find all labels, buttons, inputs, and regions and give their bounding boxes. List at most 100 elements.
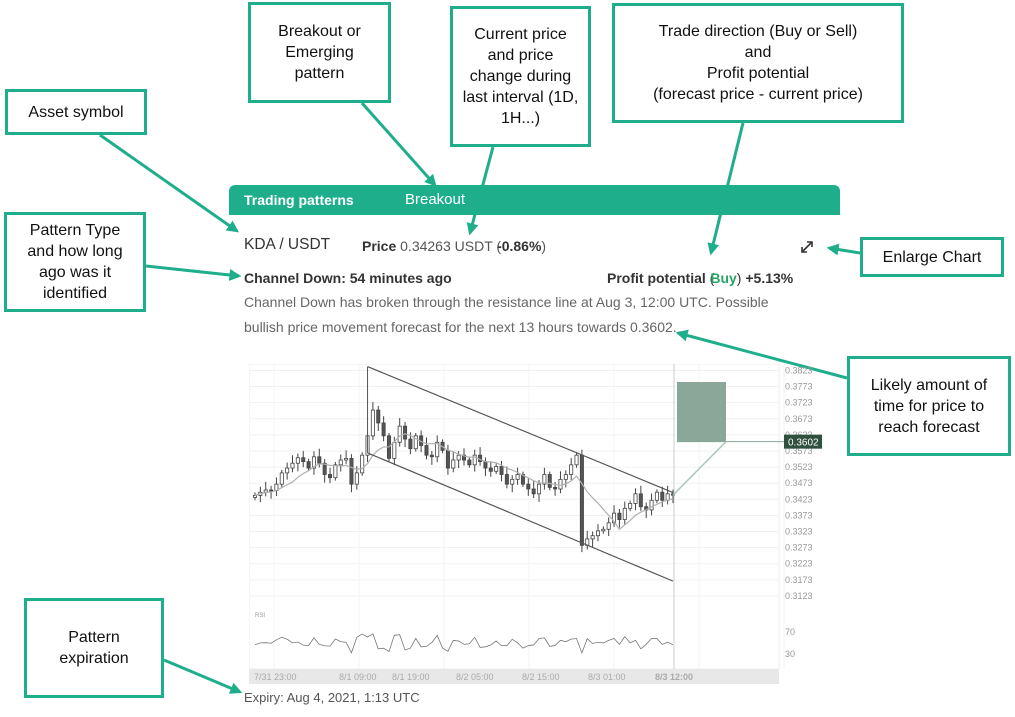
- candle: [333, 464, 338, 479]
- candle: [553, 486, 558, 490]
- candle: [504, 474, 509, 485]
- candle: [606, 522, 611, 530]
- candle: [649, 499, 654, 511]
- candle: [429, 454, 434, 458]
- candle: [370, 409, 375, 437]
- price-change: -0.86%: [497, 238, 542, 254]
- candle: [290, 462, 295, 469]
- trade-direction: Buy: [710, 270, 737, 286]
- arrow-breakout: [360, 102, 437, 187]
- y-tick-label: 0.3423: [785, 494, 813, 504]
- candle: [408, 438, 413, 450]
- candle: [628, 503, 633, 509]
- candle: [338, 459, 343, 466]
- candle: [306, 461, 311, 469]
- profit-open: (: [709, 270, 715, 286]
- callout-asset-symbol: Asset symbol: [5, 89, 147, 135]
- candle: [569, 464, 574, 475]
- callout-current-price: Current price and price change during la…: [450, 6, 591, 147]
- candle: [424, 445, 429, 456]
- y-tick-label: 0.3673: [785, 414, 813, 424]
- candle: [349, 457, 354, 485]
- candle: [317, 456, 322, 464]
- price-close: ): [541, 238, 547, 254]
- candle: [488, 467, 493, 472]
- y-tick-label: 0.3323: [785, 527, 813, 537]
- candle: [547, 474, 552, 488]
- x-tick-label: 8/3 01:00: [588, 672, 626, 682]
- y-tick-label: 0.3573: [785, 446, 813, 456]
- tab-trading-patterns[interactable]: Trading patterns: [244, 192, 354, 208]
- candle: [638, 493, 643, 508]
- candle: [253, 495, 258, 498]
- candle: [617, 512, 622, 520]
- expiry-text: Expiry: Aug 4, 2021, 1:13 UTC: [244, 690, 420, 705]
- x-axis-band: [249, 669, 779, 684]
- callout-likely-time: Likely amount of time for price to reach…: [847, 356, 1011, 456]
- profit-value: +5.13%: [745, 270, 794, 286]
- y-tick-label: 0.3173: [785, 575, 813, 585]
- rsi-line: [254, 633, 674, 655]
- candle: [520, 474, 525, 485]
- candle: [445, 449, 450, 469]
- pattern-description: Channel Down has broken through the resi…: [244, 294, 769, 335]
- candle: [537, 483, 542, 495]
- rsi-tick-label: 70: [785, 627, 795, 637]
- callout-breakout: Breakout or Emerging pattern: [248, 2, 391, 103]
- callout-enlarge-chart: Enlarge Chart: [860, 237, 1004, 277]
- y-tick-label: 0.3223: [785, 559, 813, 569]
- candle: [435, 441, 440, 458]
- candle: [381, 422, 386, 437]
- candle: [579, 454, 584, 546]
- candle: [322, 462, 327, 475]
- candle: [295, 457, 300, 464]
- forecast-projection-line: [672, 441, 727, 496]
- candle: [531, 488, 536, 495]
- y-tick-label: 0.3723: [785, 398, 813, 408]
- y-tick-label: 0.3123: [785, 591, 813, 601]
- candle: [354, 472, 359, 485]
- price-open: (: [496, 238, 502, 254]
- callout-trade-direction: Trade direction (Buy or Sell) and Profit…: [612, 3, 904, 123]
- forecast-box: [677, 382, 726, 442]
- y-tick-label: 0.3823: [785, 365, 813, 375]
- channel-resistance-line: [367, 366, 674, 494]
- candle: [376, 409, 381, 424]
- x-tick-label: 8/3 12:00: [655, 672, 693, 682]
- candle: [483, 461, 488, 469]
- candle: [526, 483, 531, 490]
- asset-symbol: KDA / USDT: [244, 236, 331, 253]
- candle: [601, 528, 606, 532]
- candle: [301, 457, 306, 463]
- x-tick-label: 8/1 09:00: [339, 672, 377, 682]
- candle: [461, 454, 466, 461]
- profit-close: ): [736, 270, 742, 286]
- candle: [279, 472, 284, 485]
- price-chart[interactable]: 0.38230.37730.37230.36730.36230.35730.35…: [249, 364, 829, 689]
- channel-support-line: [367, 452, 674, 582]
- callout-pattern-type: Pattern Type and how long ago was it ide…: [4, 212, 146, 312]
- y-tick-label: 0.3773: [785, 382, 813, 392]
- candle: [451, 459, 456, 469]
- candle: [633, 493, 638, 504]
- candle: [515, 474, 520, 480]
- rsi-tick-label: 30: [785, 649, 795, 659]
- candle: [360, 454, 365, 474]
- candle: [311, 456, 316, 469]
- x-tick-label: 8/1 19:00: [392, 672, 430, 682]
- candle: [456, 454, 461, 461]
- candle: [499, 466, 504, 475]
- candle: [467, 459, 472, 466]
- callout-expiration: Pattern expiration: [24, 598, 164, 698]
- candle: [558, 478, 563, 490]
- forecast-price-label: 0.3602: [788, 438, 819, 449]
- candle: [397, 425, 402, 443]
- candle: [595, 530, 600, 537]
- moving-average-line: [254, 433, 674, 531]
- expand-arrows-icon[interactable]: [800, 240, 814, 254]
- candle: [510, 478, 515, 485]
- candle: [269, 489, 274, 492]
- candle: [328, 474, 333, 479]
- x-tick-label: 8/2 05:00: [456, 672, 494, 682]
- candle: [660, 491, 665, 501]
